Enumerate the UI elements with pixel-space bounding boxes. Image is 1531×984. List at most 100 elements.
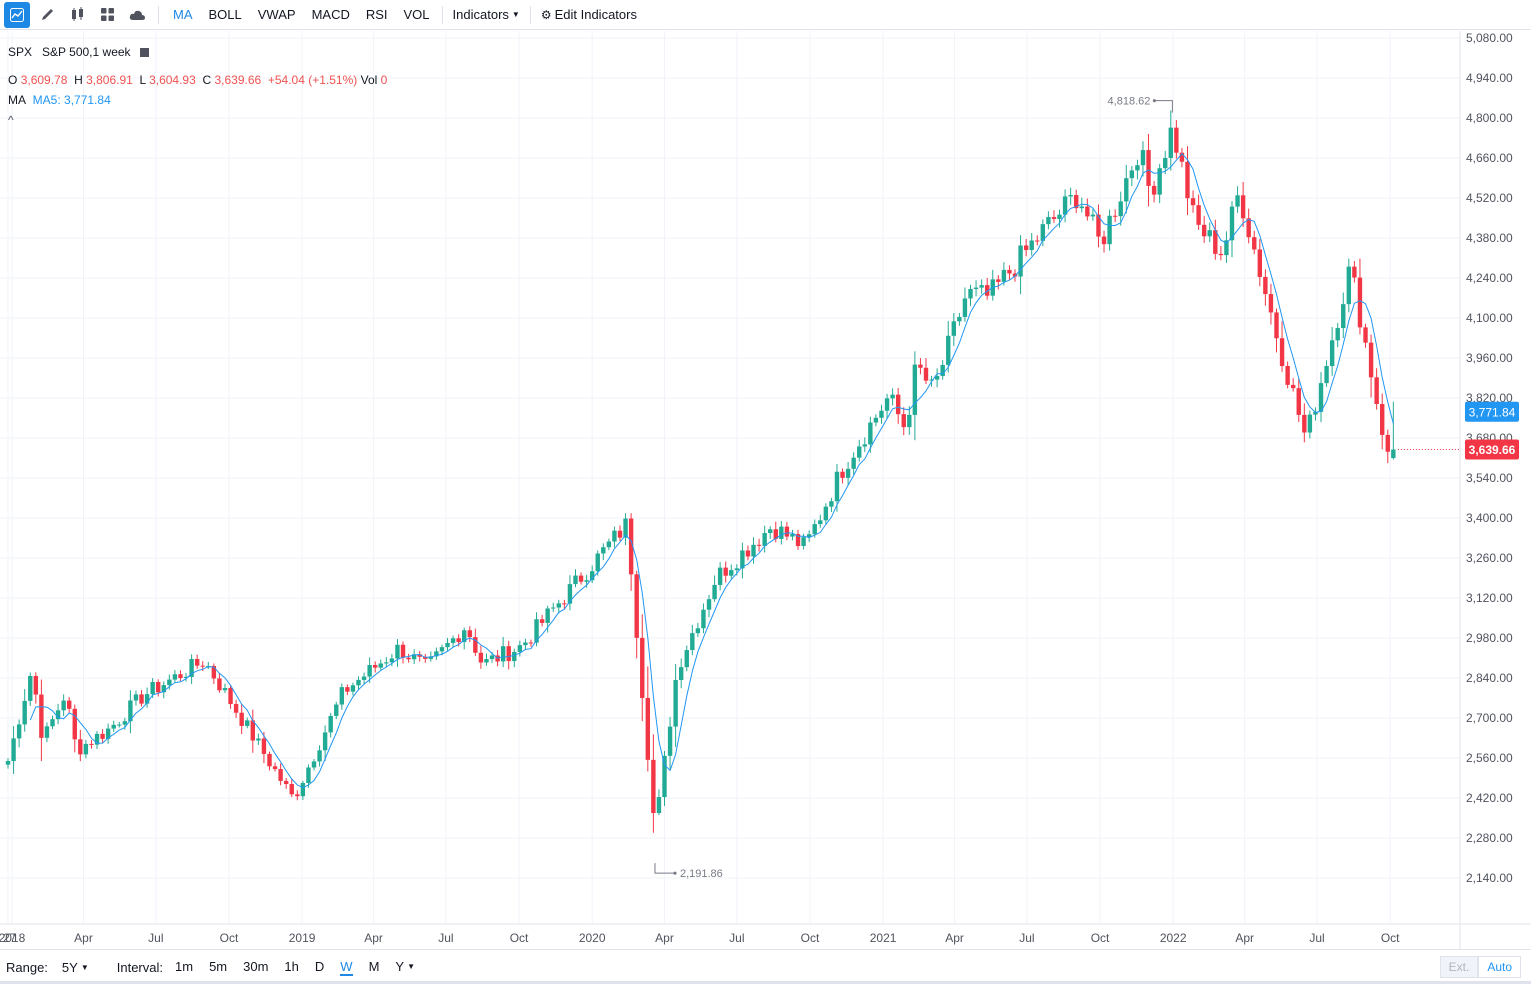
tab-rsi[interactable]: RSI: [365, 7, 388, 22]
candle-body: [1374, 377, 1379, 405]
symbol-name: SPX: [8, 45, 33, 59]
candle-body: [150, 681, 155, 695]
candle-body: [984, 285, 990, 296]
price-tick-label: 2,420.00: [1466, 791, 1513, 805]
interval-5m[interactable]: 5m: [209, 958, 228, 974]
candle-body: [907, 414, 912, 428]
candle-body: [16, 724, 22, 739]
candle-body: [595, 553, 600, 572]
candle-body: [1207, 230, 1212, 237]
interval-d[interactable]: D: [314, 958, 325, 974]
candle-body: [901, 414, 906, 428]
candle-body: [172, 674, 178, 680]
candle-body: [361, 676, 367, 680]
candle-body: [406, 657, 411, 660]
price-tick-label: 4,240.00: [1466, 271, 1513, 285]
candle-body: [857, 446, 862, 458]
candle-body: [484, 659, 489, 663]
toolbar-divider: [529, 5, 531, 24]
candle-body: [317, 750, 322, 762]
candle-body: [1263, 276, 1268, 295]
indicators-label: Indicators: [452, 7, 509, 22]
candle-body: [1140, 150, 1146, 166]
candle-body: [934, 375, 940, 380]
candle-body: [183, 676, 189, 679]
candle-body: [345, 687, 350, 692]
candle-body: [178, 674, 183, 679]
candle-body: [1346, 266, 1352, 305]
price-chart[interactable]: 4,818.62 2,191.86 5,080.00 4,940.00 4,800.0…: [0, 31, 1531, 949]
edit-indicators-button[interactable]: ⚙ Edit Indicators: [533, 7, 645, 22]
vol-label: Vol: [360, 73, 378, 87]
candle-body: [78, 739, 83, 755]
candle-body: [1124, 178, 1129, 202]
time-tick-label: Jul: [1309, 931, 1324, 945]
candle-body: [706, 599, 712, 610]
cloud-icon[interactable]: [124, 2, 150, 28]
tab-boll[interactable]: BOLL: [208, 7, 242, 22]
candle-body: [628, 518, 634, 575]
time-tick-label: Oct: [510, 931, 529, 945]
indicators-dropdown[interactable]: Indicators ▼: [445, 7, 528, 22]
description-icon[interactable]: [139, 48, 149, 57]
candle-body: [1335, 328, 1340, 341]
candle-body: [962, 298, 968, 317]
candle-body: [784, 526, 790, 537]
tab-vol[interactable]: VOL: [403, 7, 430, 22]
candle-body: [684, 650, 689, 668]
interval-m[interactable]: M: [368, 958, 380, 974]
low-label: L: [139, 73, 146, 87]
price-tick-label: 3,120.00: [1466, 591, 1513, 605]
candles-icon[interactable]: [64, 2, 90, 28]
interval-30m[interactable]: 30m: [243, 958, 269, 974]
ext-toggle[interactable]: Ext.: [1439, 956, 1479, 978]
candle-body: [1079, 206, 1084, 209]
candle-body: [957, 316, 962, 322]
candle-body: [456, 638, 461, 643]
horizontal-scrollbar[interactable]: [0, 981, 1531, 984]
candle-body: [690, 633, 695, 651]
candle-body: [678, 667, 684, 681]
tab-vwap[interactable]: VWAP: [257, 7, 296, 22]
trend-line-icon[interactable]: [4, 1, 30, 28]
layout-grid-icon[interactable]: [94, 2, 120, 28]
candle-body: [1007, 269, 1012, 274]
interval-1h[interactable]: 1h: [284, 958, 299, 974]
tab-ma[interactable]: MA: [173, 7, 193, 22]
interval-1m[interactable]: 1m: [175, 958, 194, 974]
time-tick-label: Oct: [801, 931, 820, 945]
candle-body: [83, 743, 89, 755]
candle-body: [996, 279, 1001, 282]
candle-body: [1201, 224, 1207, 237]
low-marker-dot: [673, 871, 677, 875]
candle-body: [1118, 201, 1123, 217]
candle-body: [328, 715, 333, 733]
time-tick-label: Jul: [1019, 931, 1034, 945]
candle-body: [890, 394, 895, 399]
candle-body: [356, 679, 361, 686]
candle-body: [779, 526, 784, 539]
tab-macd[interactable]: MACD: [311, 7, 350, 22]
high-annotation: 4,818.62: [1108, 96, 1151, 108]
candle-body: [506, 646, 511, 662]
symbol-legend: SPX S&P 500,1 week: [8, 45, 149, 59]
vol-value: 0: [380, 73, 388, 87]
candle-body: [1012, 273, 1018, 277]
interval-w[interactable]: W: [340, 958, 353, 976]
chart-area[interactable]: 4,818.62 2,191.86 5,080.00 4,940.00 4,800.0…: [0, 31, 1531, 949]
candle-body: [723, 567, 728, 576]
interval-y-dropdown[interactable]: Y ▼: [395, 959, 415, 976]
price-tick-label: 3,540.00: [1466, 471, 1513, 485]
candle-body: [1274, 312, 1279, 339]
candle-body: [701, 609, 706, 629]
pencil-icon[interactable]: [34, 2, 60, 28]
candle-body: [1023, 245, 1029, 250]
ma5-price-badge: [1465, 401, 1519, 422]
price-axis: 5,080.00 4,940.00 4,800.00 4,660.00 4,520.00…: [1466, 31, 1513, 885]
candle-body: [1196, 205, 1201, 225]
candle-body: [1190, 198, 1196, 206]
collapse-legend-button[interactable]: ^: [8, 113, 14, 127]
range-dropdown[interactable]: 5Y ▼: [62, 960, 89, 975]
auto-scale-toggle[interactable]: Auto: [1478, 956, 1521, 978]
price-tick-label: 2,840.00: [1466, 671, 1513, 685]
